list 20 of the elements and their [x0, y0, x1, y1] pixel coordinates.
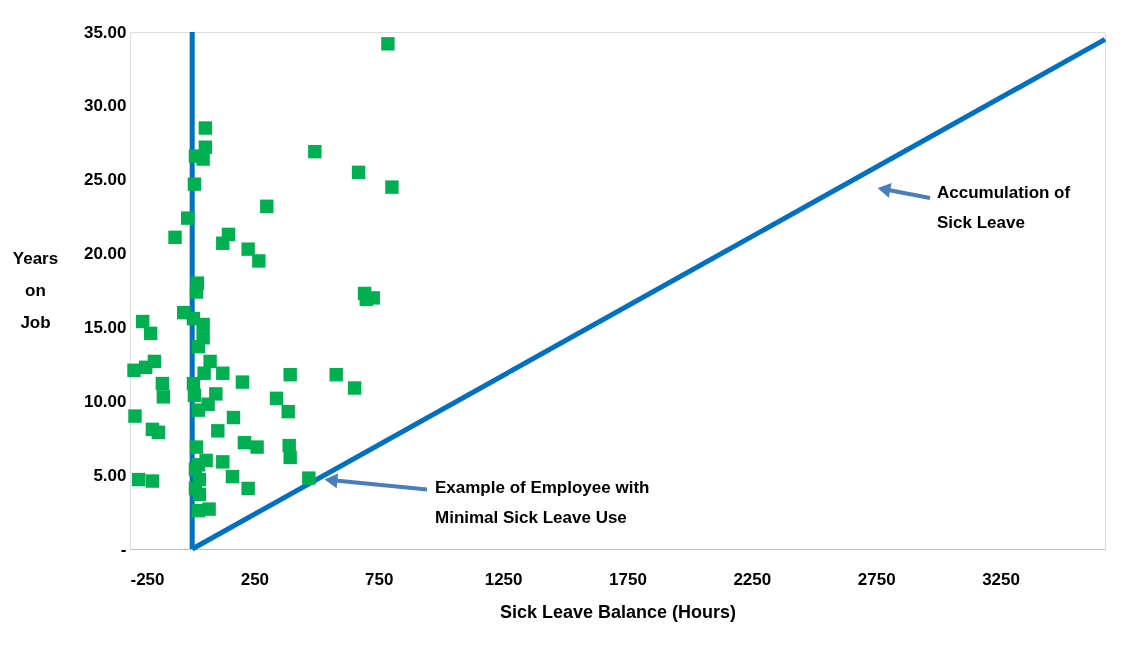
x-tick-label: 2250	[733, 569, 772, 589]
x-tick-label: -250	[130, 569, 165, 589]
y-tick-label: 35.00	[83, 22, 127, 42]
x-tick-label: 750	[365, 569, 394, 589]
y-axis-title: Years on Job	[12, 249, 59, 332]
x-tick-label: 3250	[982, 569, 1020, 589]
y-tick-label: -	[120, 539, 127, 559]
x-tick-label: 1750	[609, 569, 647, 589]
y-tick-label: 15.00	[83, 317, 127, 337]
y-tick-label: 25.00	[83, 170, 127, 190]
x-axis-title: Sick Leave Balance (Hours)	[499, 601, 737, 622]
annotation: Accumulation of Sick Leave	[937, 183, 1071, 232]
x-tick-label: 2750	[857, 569, 896, 589]
x-tick-label: 250	[240, 569, 270, 589]
annotation: Example of Employee with Minimal Sick Leave Use	[435, 477, 650, 527]
y-tick-label: 10.00	[83, 391, 127, 411]
y-tick-label: 30.00	[83, 96, 127, 116]
y-tick-label: 20.00	[83, 244, 127, 264]
x-tick-label: 1250	[484, 569, 523, 589]
y-tick-label: 5.00	[93, 465, 127, 485]
